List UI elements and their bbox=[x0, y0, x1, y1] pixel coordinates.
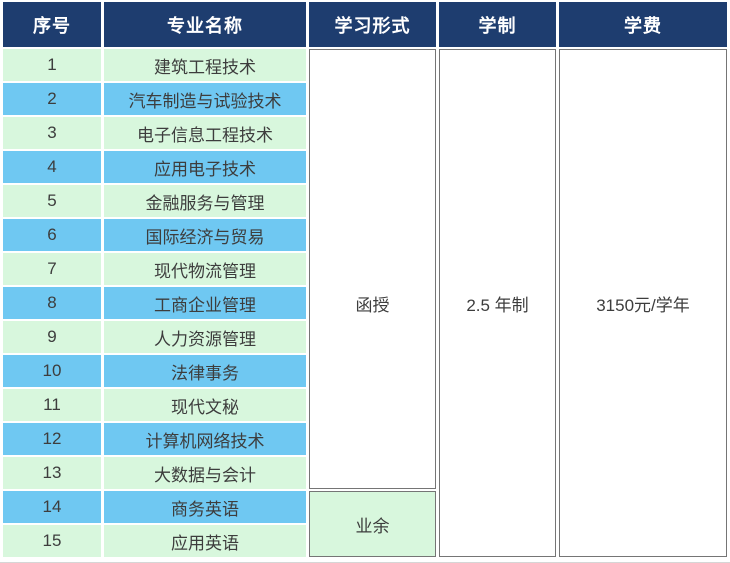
study-form-correspondence-label: 函授 bbox=[355, 295, 390, 315]
col-header-duration: 学制 bbox=[439, 2, 556, 47]
study-form-correspondence-cell: 函授 bbox=[309, 49, 436, 489]
row-index-cell: 13 bbox=[3, 457, 101, 489]
table-row: 4 应用电子技术 bbox=[3, 151, 727, 183]
major-cell: 法律事务 bbox=[104, 355, 306, 387]
row-index-cell: 4 bbox=[3, 151, 101, 183]
major-cell: 金融服务与管理 bbox=[104, 185, 306, 217]
major-cell: 应用电子技术 bbox=[104, 151, 306, 183]
row-index-cell: 5 bbox=[3, 185, 101, 217]
table-row: 15 应用英语 bbox=[3, 525, 727, 557]
table-row: 14 商务英语 业余 bbox=[3, 491, 727, 557]
major-cell: 现代文秘 bbox=[104, 389, 306, 421]
row-index-cell: 15 bbox=[3, 525, 101, 557]
duration-cell: 2.5 年制 bbox=[439, 49, 556, 557]
table-row: 13 大数据与会计 bbox=[3, 457, 727, 489]
major-cell: 现代物流管理 bbox=[104, 253, 306, 285]
row-index-cell: 2 bbox=[3, 83, 101, 115]
table-row: 5 金融服务与管理 bbox=[3, 185, 727, 217]
row-index-cell: 10 bbox=[3, 355, 101, 387]
row-index-cell: 9 bbox=[3, 321, 101, 353]
major-cell: 汽车制造与试验技术 bbox=[104, 83, 306, 115]
tuition-cell: 3150元/学年 bbox=[559, 49, 727, 557]
col-header-index: 序号 bbox=[3, 2, 101, 47]
table-row: 2 汽车制造与试验技术 bbox=[3, 83, 727, 115]
table-row: 1 建筑工程技术 函授 2.5 年制 3150元/学年 bbox=[3, 49, 727, 557]
row-index-cell: 8 bbox=[3, 287, 101, 319]
study-form-evening-cell: 业余 bbox=[309, 491, 436, 557]
table-row: 7 现代物流管理 bbox=[3, 253, 727, 285]
major-cell: 国际经济与贸易 bbox=[104, 219, 306, 251]
major-cell: 建筑工程技术 bbox=[104, 49, 306, 81]
table-row: 8 工商企业管理 bbox=[3, 287, 727, 319]
table-row: 9 人力资源管理 bbox=[3, 321, 727, 353]
table-row: 12 计算机网络技术 bbox=[3, 423, 727, 455]
row-index-cell: 1 bbox=[3, 49, 101, 81]
major-cell: 计算机网络技术 bbox=[104, 423, 306, 455]
row-index-cell: 12 bbox=[3, 423, 101, 455]
major-cell: 人力资源管理 bbox=[104, 321, 306, 353]
major-cell: 应用英语 bbox=[104, 525, 306, 557]
table-row: 3 电子信息工程技术 bbox=[3, 117, 727, 149]
header-row: 序号 专业名称 学习形式 学制 学费 bbox=[3, 2, 727, 47]
row-index-cell: 3 bbox=[3, 117, 101, 149]
table-row: 11 现代文秘 bbox=[3, 389, 727, 421]
row-index-cell: 14 bbox=[3, 491, 101, 523]
col-header-study-form: 学习形式 bbox=[309, 2, 436, 47]
table-row: 6 国际经济与贸易 bbox=[3, 219, 727, 251]
major-cell: 工商企业管理 bbox=[104, 287, 306, 319]
row-index-cell: 11 bbox=[3, 389, 101, 421]
table-row: 10 法律事务 bbox=[3, 355, 727, 387]
col-header-tuition: 学费 bbox=[559, 2, 727, 47]
major-cell: 大数据与会计 bbox=[104, 457, 306, 489]
major-cell: 商务英语 bbox=[104, 491, 306, 523]
major-cell: 电子信息工程技术 bbox=[104, 117, 306, 149]
col-header-major: 专业名称 bbox=[104, 2, 306, 47]
row-index-cell: 7 bbox=[3, 253, 101, 285]
row-index-cell: 6 bbox=[3, 219, 101, 251]
